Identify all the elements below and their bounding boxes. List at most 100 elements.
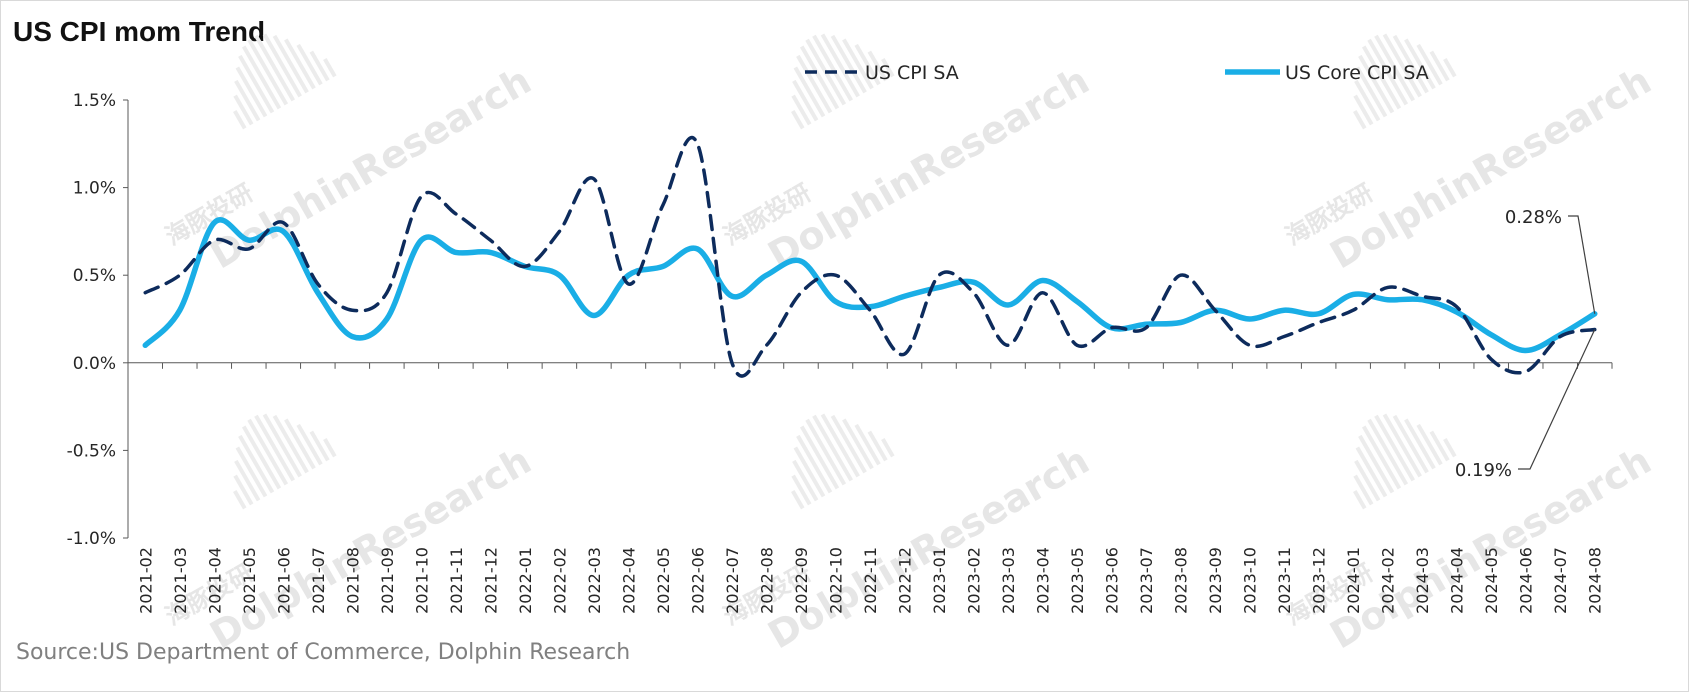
y-tick-label: 0.5%	[73, 266, 116, 286]
x-tick-label: 2022-06	[688, 547, 707, 614]
x-tick-label: 2023-01	[930, 547, 949, 614]
watermark-bar	[799, 45, 840, 110]
x-tick-label: 2022-12	[896, 547, 915, 614]
x-tick-label: 2024-06	[1517, 547, 1536, 614]
watermark-bar	[792, 459, 819, 502]
x-tick-label: 2022-08	[757, 547, 776, 614]
watermark-bar	[796, 434, 833, 494]
watermark-bar	[272, 34, 309, 94]
x-tick-label: 2022-04	[619, 547, 638, 614]
x-tick-label: 2023-06	[1103, 547, 1122, 614]
watermark-bar	[854, 43, 881, 86]
watermark-bar	[238, 54, 275, 114]
x-tick-label: 2021-03	[171, 547, 190, 614]
annotations: 0.28% 0.19%	[1455, 207, 1596, 481]
watermark-bar	[842, 38, 874, 90]
x-tick-label: 2024-02	[1379, 547, 1398, 614]
x-tick-label: 2022-01	[516, 547, 535, 614]
watermark-bar	[1367, 38, 1409, 106]
watermark-bar	[1392, 414, 1429, 474]
legend-item-cpi: US CPI SA	[805, 62, 959, 84]
watermark-bar	[1443, 438, 1457, 458]
watermark-bar	[296, 423, 323, 466]
watermark-bar	[247, 418, 289, 486]
x-tick-label: 2021-09	[378, 547, 397, 614]
x-tick-label: 2022-09	[792, 547, 811, 614]
watermark-bar	[820, 413, 860, 478]
watermark-bar	[1353, 474, 1374, 506]
watermark-bar	[1443, 58, 1457, 78]
x-tick-label: 2024-05	[1482, 547, 1501, 614]
x-tick-label: 2022-11	[861, 547, 880, 614]
watermark-bar	[793, 66, 826, 118]
annotation-leader	[1518, 329, 1596, 470]
y-tick-label: 1.5%	[73, 91, 116, 111]
watermark-bar	[1429, 50, 1450, 82]
x-tick-label: 2023-08	[1172, 547, 1191, 614]
watermark-bar	[812, 414, 854, 482]
x-tick-label: 2021-06	[274, 547, 293, 614]
x-tick-label: 2023-07	[1137, 547, 1156, 614]
watermark-bar	[791, 490, 805, 510]
watermark-bar	[235, 66, 268, 118]
watermark-bar	[805, 418, 847, 486]
watermark-bar	[1354, 459, 1381, 502]
x-tick-label: 2024-08	[1586, 547, 1605, 614]
watermark-bar	[1355, 66, 1388, 118]
watermark-bar	[323, 58, 337, 78]
y-tick-label: 1.0%	[73, 179, 116, 199]
watermark-bar	[1355, 446, 1388, 498]
watermark-bar	[792, 79, 819, 122]
annotation-label: 0.19%	[1455, 460, 1512, 481]
watermark-bar	[234, 79, 261, 122]
x-tick-label: 2021-04	[205, 547, 224, 614]
watermark-bar	[867, 430, 888, 462]
x-tick-label: 2021-07	[309, 547, 328, 614]
series-line-core	[142, 217, 1598, 354]
x-tick-label: 2024-07	[1551, 547, 1570, 614]
watermark-bar	[1374, 414, 1416, 482]
y-tick-label: 0.0%	[73, 354, 116, 374]
watermark-bar	[1429, 430, 1450, 462]
x-tick-label: 2021-12	[481, 547, 500, 614]
watermark-bar	[323, 438, 337, 458]
watermark-bar	[241, 425, 282, 490]
x-tick-label: 2022-10	[826, 547, 845, 614]
watermark-bar	[791, 94, 812, 126]
x-tick-label: 2021-10	[412, 547, 431, 614]
x-tick-label: 2023-03	[999, 547, 1018, 614]
watermark-bar	[881, 438, 895, 458]
y-tick-label: -0.5%	[67, 441, 116, 461]
watermark-bar	[854, 423, 881, 466]
watermark-bar	[1361, 45, 1402, 110]
watermark-bar	[309, 430, 330, 462]
watermark-bar	[799, 425, 840, 490]
legend-label: US CPI SA	[865, 62, 959, 84]
watermark-bar	[791, 474, 812, 506]
watermark-bar	[296, 43, 323, 86]
watermark-bar	[1358, 434, 1395, 494]
axes: 1.5% 1.0% 0.5% 0.0% -0.5% -1.0% 2021-02 2021-03…	[67, 91, 1613, 614]
source-note: Source:US Department of Commerce, Dolphi…	[16, 640, 631, 665]
watermark-bar	[820, 33, 860, 98]
watermark-bar	[1358, 54, 1395, 114]
watermark-bar	[1392, 34, 1429, 94]
watermark-bar	[254, 414, 296, 482]
watermark-bar	[241, 45, 282, 110]
x-tick-label: 2023-11	[1275, 547, 1294, 614]
x-tick-label: 2024-01	[1344, 547, 1363, 614]
watermark-bar	[272, 414, 309, 474]
watermark-bar	[262, 413, 302, 478]
watermark-bar	[284, 38, 316, 90]
y-tick-label: -1.0%	[67, 529, 116, 549]
watermark-bar	[881, 58, 895, 78]
watermark-bar	[796, 54, 833, 114]
watermark-bar	[233, 110, 247, 130]
watermark-bar	[233, 490, 247, 510]
series-layer	[142, 135, 1598, 378]
watermark-bar	[1382, 33, 1422, 98]
x-tick-label: 2022-02	[550, 547, 569, 614]
